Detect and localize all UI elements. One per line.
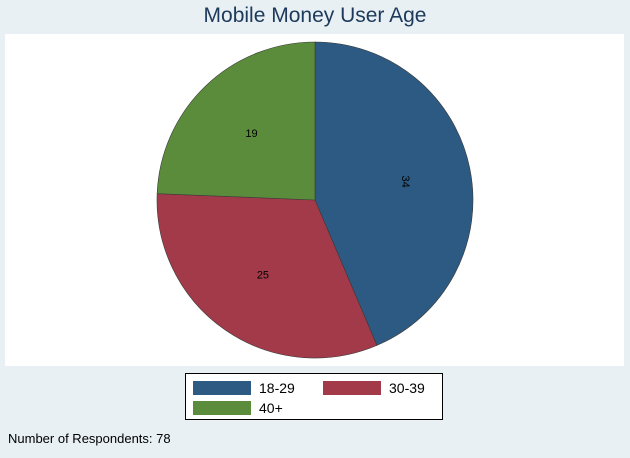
pie-slice-30-39 bbox=[156, 193, 378, 359]
legend-label-40-plus: 40+ bbox=[259, 400, 283, 416]
slice-value-label-18-29: 34 bbox=[399, 176, 411, 188]
pie-slice-18-29 bbox=[314, 41, 474, 346]
legend-swatch-40-plus bbox=[193, 401, 251, 415]
legend-item-18-29: 18-29 bbox=[193, 379, 295, 397]
legend-swatch-30-39 bbox=[323, 381, 381, 395]
slice-value-label-40-plus: 19 bbox=[245, 128, 257, 140]
legend-item-30-39: 30-39 bbox=[323, 379, 425, 397]
legend-item-40-plus: 40+ bbox=[193, 399, 283, 417]
legend-label-18-29: 18-29 bbox=[259, 380, 295, 396]
slice-value-label-30-39: 25 bbox=[257, 269, 269, 281]
chart-title: Mobile Money User Age bbox=[203, 4, 427, 27]
respondents-note: Number of Respondents: 78 bbox=[8, 431, 171, 446]
pie-slice-40-plus bbox=[156, 41, 316, 201]
legend-label-30-39: 30-39 bbox=[389, 380, 425, 396]
pie-chart: 34 25 19 bbox=[156, 41, 474, 359]
legend: 18-29 30-39 40+ bbox=[185, 373, 443, 420]
legend-swatch-18-29 bbox=[193, 381, 251, 395]
plot-area: 34 25 19 bbox=[5, 34, 624, 366]
